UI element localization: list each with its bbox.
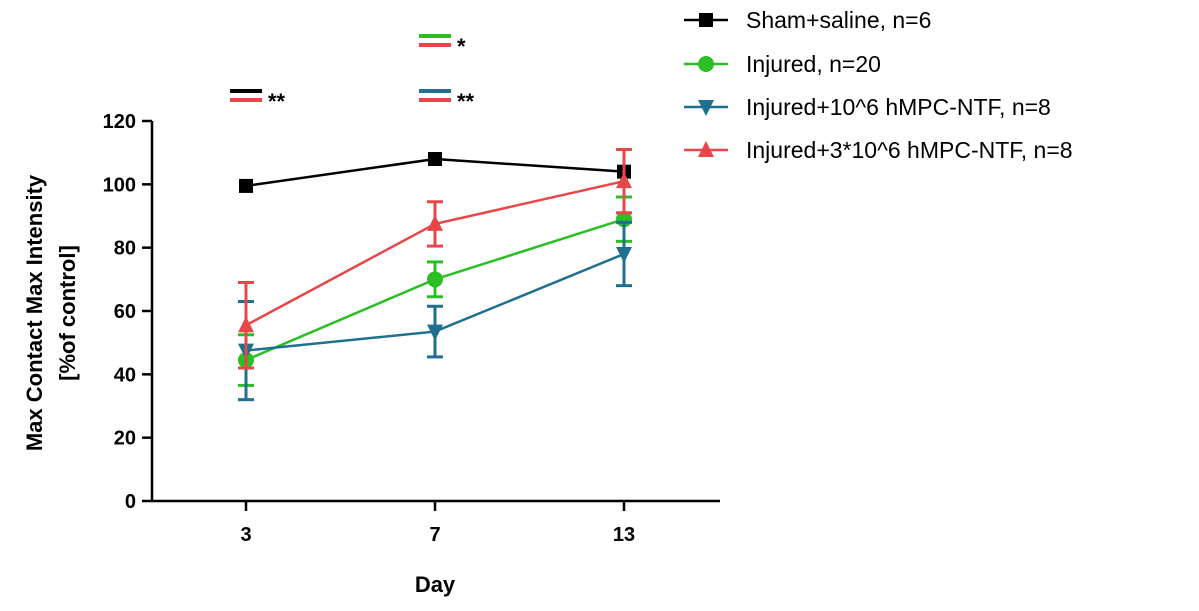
y-axis-title-line1: Max Contact Max Intensity — [22, 174, 47, 451]
significance-annotations: ***** — [230, 34, 475, 114]
legend-item-4: Injured+3*10^6 hMPC-NTF, n=8 — [684, 137, 1073, 163]
square-marker — [239, 178, 253, 193]
square-marker — [428, 152, 442, 166]
legend-item-1: Sham+saline, n=6 — [684, 7, 931, 33]
series-4 — [238, 148, 632, 370]
y-tick-label: 80 — [114, 238, 136, 260]
significance-mark: * — [419, 34, 466, 59]
y-axis-title-line2: [%of control] — [55, 245, 80, 381]
legend-item-2: Injured, n=20 — [684, 51, 881, 77]
significance-mark: ** — [419, 89, 475, 114]
significance-mark: ** — [230, 89, 286, 114]
circle-marker — [698, 56, 714, 72]
x-ticks: 3 7 13 — [240, 501, 635, 546]
legend-label: Injured+10^6 hMPC-NTF, n=8 — [746, 94, 1051, 120]
x-axis-title: Day — [415, 572, 456, 597]
y-ticks: 0 20 40 60 80 100 120 — [103, 111, 152, 513]
legend-label: Sham+saline, n=6 — [746, 7, 931, 33]
y-tick-label: 100 — [103, 174, 136, 196]
x-tick-label: 3 — [240, 524, 251, 546]
triangle-down-marker — [616, 247, 632, 263]
y-tick-label: 20 — [114, 428, 136, 450]
significance-stars: ** — [457, 89, 475, 114]
x-tick-label: 13 — [613, 524, 635, 546]
triangle-down-marker — [427, 324, 443, 341]
triangle-down-marker — [698, 100, 714, 116]
y-tick-label: 0 — [125, 491, 136, 513]
legend-label: Injured, n=20 — [746, 51, 881, 77]
y-tick-label: 120 — [103, 111, 136, 133]
triangle-up-marker — [616, 172, 632, 189]
series-3 — [238, 220, 632, 402]
series-layer — [238, 148, 632, 402]
significance-stars: * — [457, 34, 466, 59]
triangle-up-marker — [238, 316, 254, 333]
x-tick-label: 7 — [429, 524, 440, 546]
legend-item-3: Injured+10^6 hMPC-NTF, n=8 — [684, 94, 1051, 120]
triangle-up-marker — [698, 141, 714, 157]
series-1 — [239, 152, 631, 193]
triangle-up-marker — [427, 214, 443, 231]
y-tick-label: 60 — [114, 301, 136, 323]
significance-stars: ** — [268, 89, 286, 114]
legend: Sham+saline, n=6 Injured, n=20 Injured+10^… — [684, 7, 1073, 163]
circle-marker — [427, 271, 443, 288]
legend-label: Injured+3*10^6 hMPC-NTF, n=8 — [746, 137, 1073, 163]
y-tick-label: 40 — [114, 364, 136, 386]
square-marker — [699, 13, 713, 27]
